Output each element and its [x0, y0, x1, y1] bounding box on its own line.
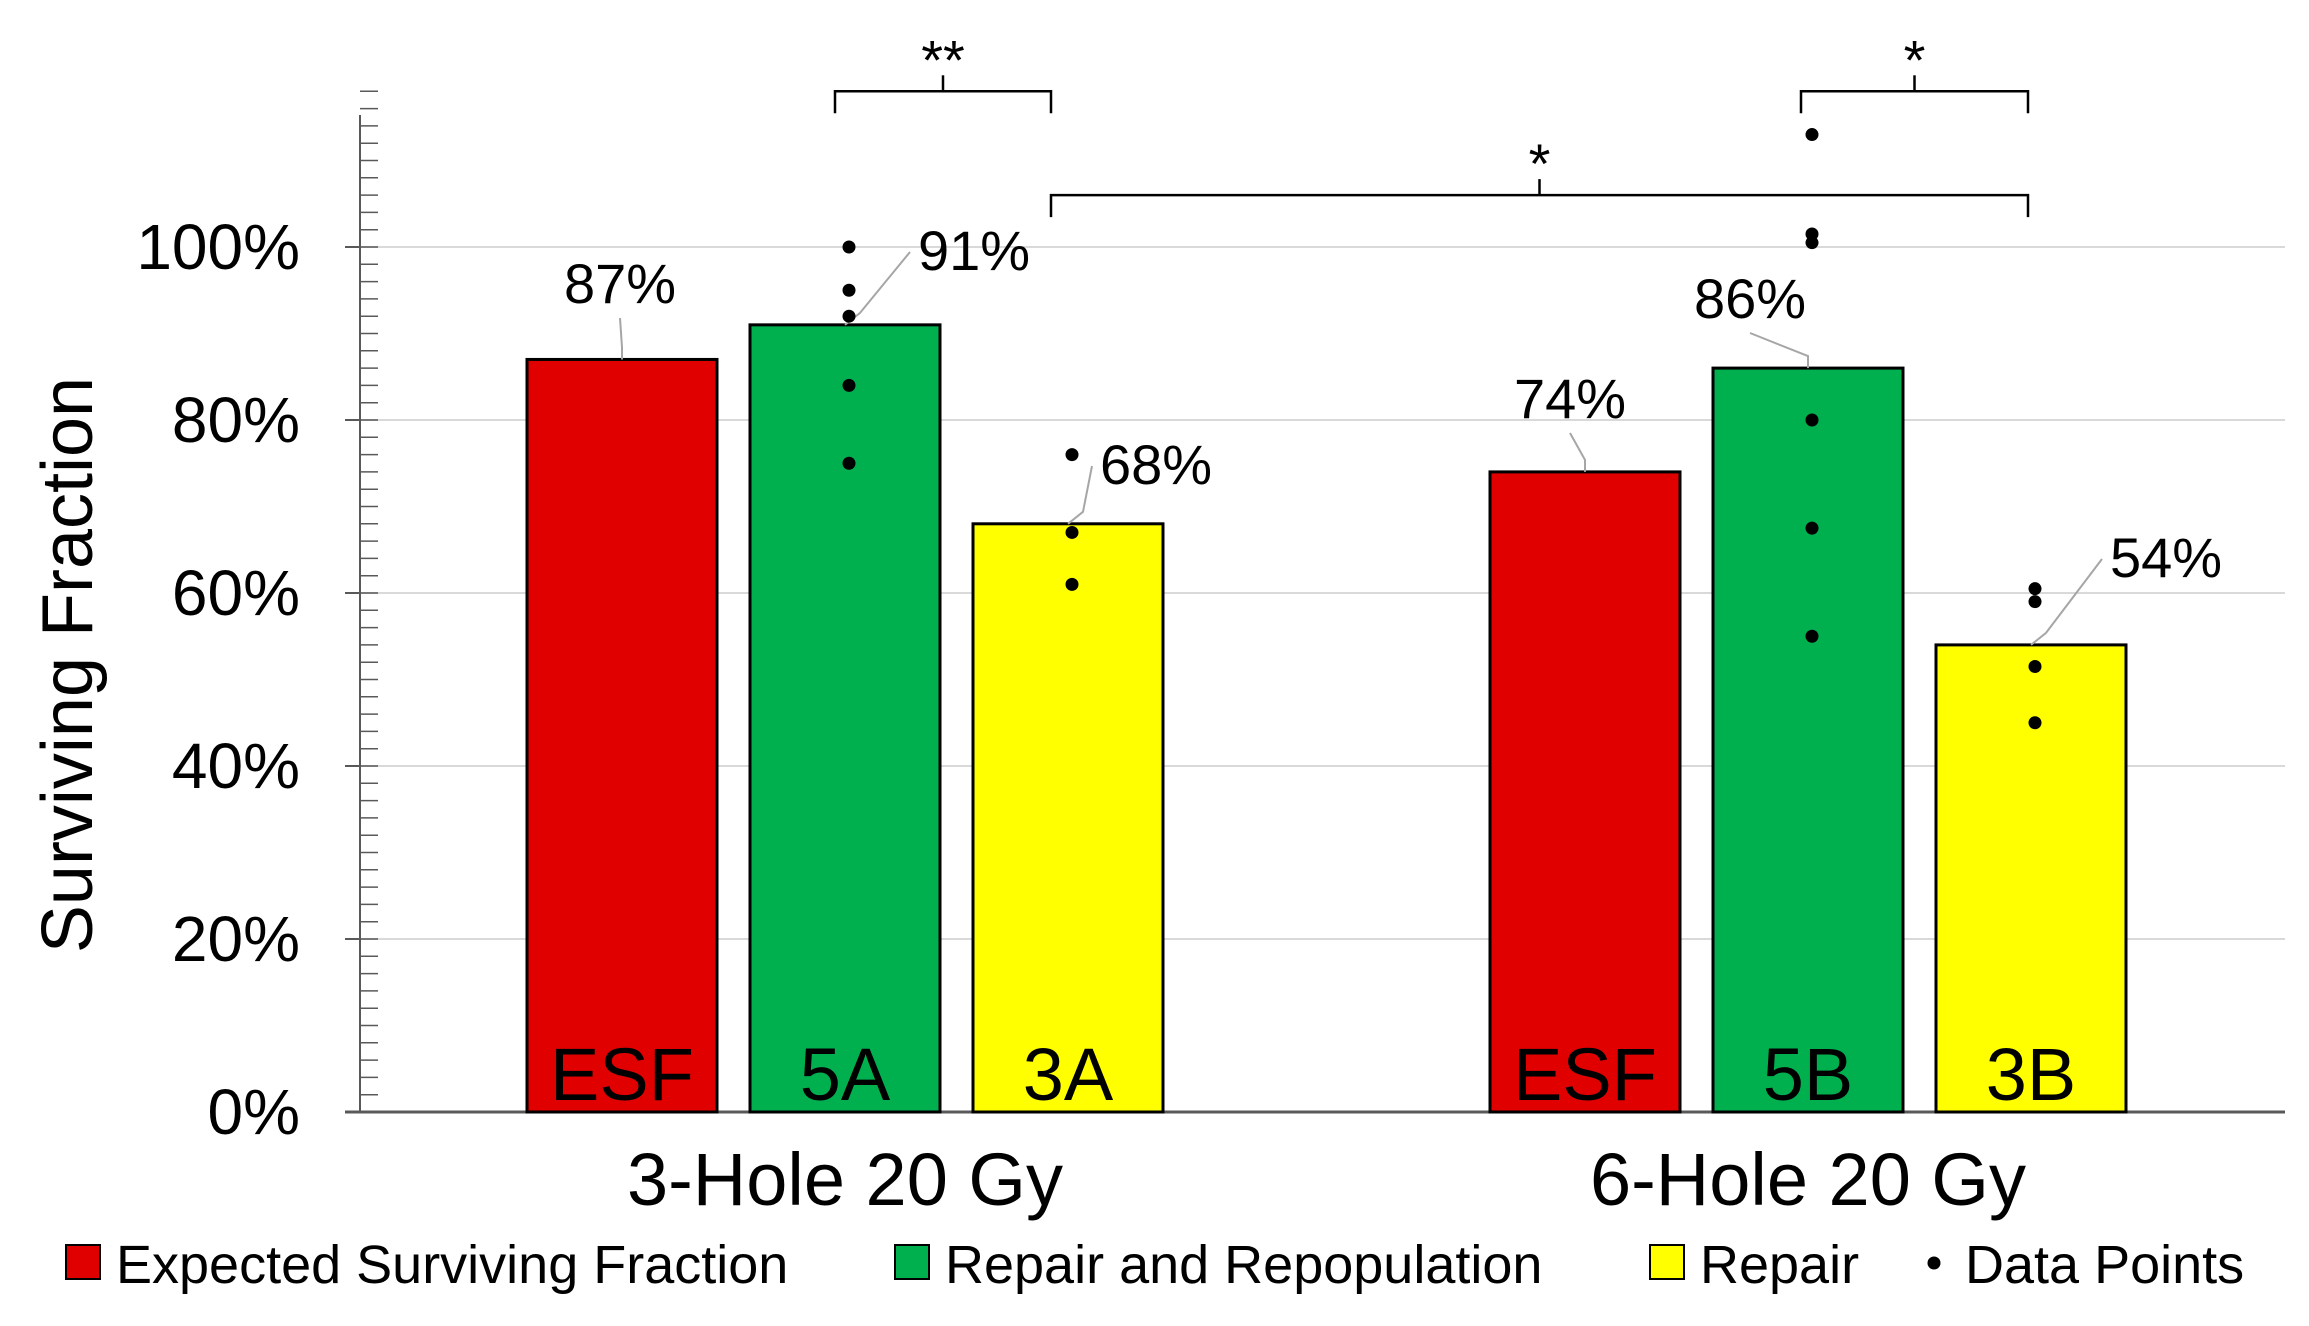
group-label: 6-Hole 20 Gy [1590, 1138, 2026, 1221]
value-label: 68% [1100, 433, 1212, 496]
bar-label: 3A [1023, 1033, 1114, 1116]
legend-swatch [65, 1244, 101, 1280]
legend-label: Repair and Repopulation [945, 1235, 1542, 1295]
bar-label: 5B [1763, 1033, 1854, 1116]
legend-label: Repair [1700, 1235, 1859, 1295]
y-tick-label: 100% [136, 211, 300, 283]
data-point [2028, 660, 2042, 674]
value-label: 74% [1514, 367, 1626, 430]
y-tick-label: 60% [172, 557, 300, 629]
legend-swatch [1649, 1244, 1685, 1280]
data-point [842, 456, 856, 470]
significance-label: * [1529, 132, 1551, 195]
legend-label: Data Points [1965, 1235, 2244, 1295]
value-label-leader [1749, 332, 1809, 369]
data-point [2028, 582, 2042, 596]
value-label-leader [619, 317, 623, 360]
bar [1711, 366, 1905, 1114]
significance-label: * [1904, 28, 1926, 91]
y-tick-label: 40% [172, 730, 300, 802]
data-point [2028, 595, 2042, 609]
bar [748, 323, 942, 1114]
value-label: 86% [1694, 267, 1806, 330]
legend-label: Expected Surviving Fraction [116, 1235, 788, 1295]
significance-label: ** [921, 28, 965, 91]
value-label-leader [1569, 432, 1586, 472]
y-tick-label: 20% [172, 903, 300, 975]
bar [1488, 470, 1682, 1114]
bar-label: 5A [800, 1033, 891, 1116]
value-label-leader [1067, 465, 1093, 525]
data-point [842, 283, 856, 297]
data-point [1065, 448, 1079, 462]
data-point [1805, 236, 1819, 250]
bar-label: ESF [1513, 1033, 1657, 1116]
data-point [842, 240, 856, 254]
bar-label: ESF [550, 1033, 694, 1116]
y-tick-label: 80% [172, 384, 300, 456]
data-point [1065, 525, 1079, 539]
data-point [1065, 577, 1079, 591]
bar-label: 3B [1986, 1033, 2077, 1116]
bar [525, 357, 719, 1114]
significance-bracket [1799, 90, 2030, 114]
bar [971, 522, 1165, 1114]
legend-swatch [1927, 1256, 1941, 1270]
data-point [1805, 521, 1819, 535]
value-label: 54% [2110, 526, 2222, 589]
group-label: 3-Hole 20 Gy [627, 1138, 1063, 1221]
data-point [842, 378, 856, 392]
data-point [1805, 629, 1819, 643]
y-tick-label: 0% [208, 1076, 301, 1148]
significance-bracket [833, 90, 1053, 114]
data-point [842, 309, 856, 323]
y-axis-title: Surviving Fraction [28, 377, 108, 953]
data-point [2028, 716, 2042, 730]
value-label: 87% [564, 252, 676, 315]
legend-swatch [894, 1244, 930, 1280]
significance-bracket [1049, 193, 2030, 218]
data-point [1805, 128, 1819, 142]
value-label-leader [2030, 558, 2103, 646]
data-point [1805, 413, 1819, 427]
value-label: 91% [918, 219, 1030, 282]
